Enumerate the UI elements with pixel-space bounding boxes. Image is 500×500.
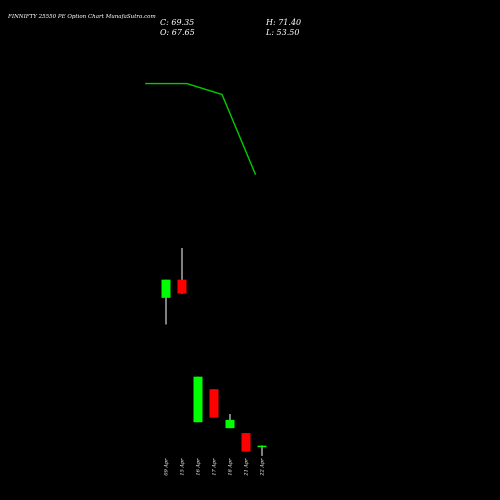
x-tick-label: 15 Apr <box>180 458 186 476</box>
x-tick-label: 22 Apr <box>260 458 266 477</box>
candle-body-up <box>225 419 235 429</box>
low-value: L: 53.50 <box>265 28 299 37</box>
moving-average-layer <box>145 82 257 175</box>
x-tick-label: 18 Apr <box>228 458 234 476</box>
candle-body-down <box>177 279 187 294</box>
candle-body-down <box>209 389 219 418</box>
candle-22-apr <box>257 445 267 456</box>
close-value: C: 69.35 <box>160 18 194 27</box>
candle-16-apr <box>193 376 203 423</box>
x-tick-label: 17 Apr <box>212 458 218 476</box>
candles-layer <box>161 247 267 456</box>
candle-18-apr <box>225 413 235 429</box>
x-tick-label: 16 Apr <box>196 458 202 476</box>
candle-body-up <box>193 376 203 423</box>
candle-body-up <box>257 445 267 448</box>
high-value: H: 71.40 <box>265 18 301 27</box>
candle-15-apr <box>177 247 187 294</box>
candle-09-apr <box>161 279 171 325</box>
chart-title: FINNIFTY 25550 PE Option Chart MunafaSut… <box>7 14 156 20</box>
open-value: O: 67.65 <box>160 28 195 37</box>
moving-average-line <box>145 82 257 175</box>
candle-17-apr <box>209 389 219 418</box>
candle-21-apr <box>241 433 251 452</box>
x-tick-label: 21 Apr <box>244 458 250 477</box>
candle-body-down <box>241 433 251 452</box>
candle-body-up <box>161 279 171 298</box>
x-axis-ticks: 09 Apr 15 Apr 16 Apr 17 Apr 18 Apr 21 Apr 22 A… <box>164 458 266 477</box>
x-tick-label: 09 Apr <box>164 458 170 476</box>
